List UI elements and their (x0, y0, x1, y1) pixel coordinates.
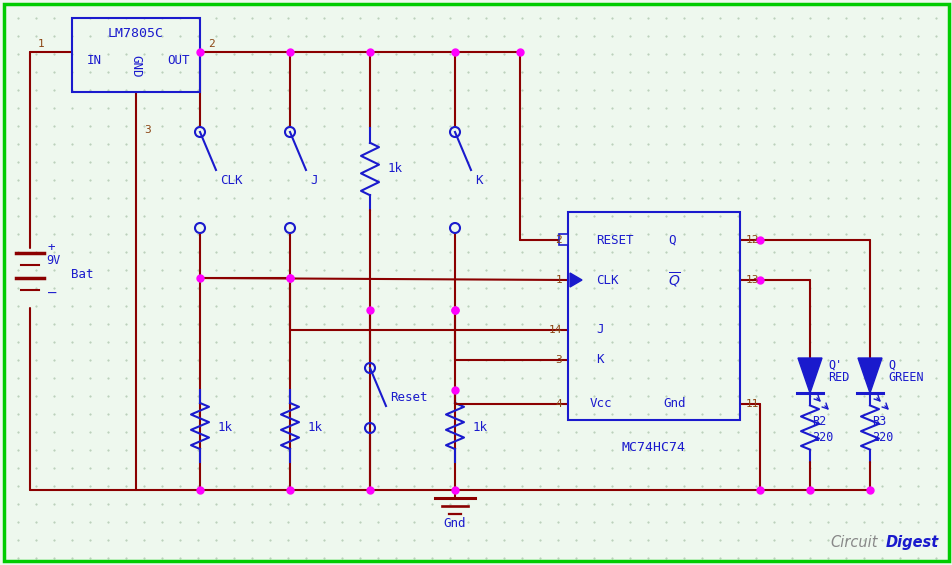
Text: Gnd: Gnd (663, 398, 684, 411)
Bar (559, 234, 567, 245)
Text: LM7805C: LM7805C (108, 27, 164, 40)
Text: Q: Q (887, 359, 894, 372)
Text: GND: GND (129, 55, 143, 77)
Text: J: J (595, 324, 603, 337)
Text: 1k: 1k (472, 421, 487, 434)
Text: 4: 4 (555, 399, 562, 409)
Polygon shape (857, 358, 881, 393)
Text: R3: R3 (871, 415, 885, 428)
Text: CLK: CLK (595, 273, 618, 286)
Text: 1: 1 (38, 39, 45, 49)
Text: 3: 3 (144, 125, 150, 135)
Text: 220: 220 (871, 432, 892, 445)
Text: K: K (474, 173, 482, 186)
Text: 1k: 1k (387, 162, 403, 175)
Text: 3: 3 (555, 355, 562, 365)
Text: 1: 1 (555, 275, 562, 285)
Text: 12: 12 (745, 235, 759, 245)
Text: 9V: 9V (46, 254, 60, 267)
Text: Digest: Digest (885, 535, 939, 550)
Polygon shape (569, 273, 582, 287)
Text: RED: RED (827, 372, 848, 385)
Text: 2: 2 (208, 39, 214, 49)
Text: 14: 14 (548, 325, 562, 335)
Text: OUT: OUT (168, 54, 190, 67)
Text: Reset: Reset (389, 392, 427, 405)
Text: Gnd: Gnd (444, 518, 466, 531)
Bar (72, 18, 200, 92)
Text: Vcc: Vcc (589, 398, 612, 411)
Text: 1k: 1k (307, 421, 323, 434)
Text: R2: R2 (811, 415, 825, 428)
Bar (567, 212, 739, 420)
Text: Q': Q' (827, 359, 842, 372)
Text: Circuit: Circuit (829, 535, 877, 550)
Text: IN: IN (87, 54, 102, 67)
Text: J: J (309, 173, 317, 186)
Text: GREEN: GREEN (887, 372, 922, 385)
Text: 1k: 1k (218, 421, 232, 434)
Text: RESET: RESET (595, 233, 633, 246)
Text: +: + (48, 241, 55, 254)
Text: $\overline{Q}$: $\overline{Q}$ (667, 270, 681, 290)
Text: CLK: CLK (220, 173, 242, 186)
Text: 220: 220 (811, 432, 832, 445)
Text: 2: 2 (555, 235, 562, 245)
Text: Q: Q (667, 233, 675, 246)
Text: K: K (595, 354, 603, 367)
Text: Bat: Bat (70, 268, 93, 281)
Text: 11: 11 (745, 399, 759, 409)
Text: 13: 13 (745, 275, 759, 285)
Text: MC74HC74: MC74HC74 (622, 441, 685, 454)
Polygon shape (797, 358, 822, 393)
Text: –: – (48, 287, 56, 301)
